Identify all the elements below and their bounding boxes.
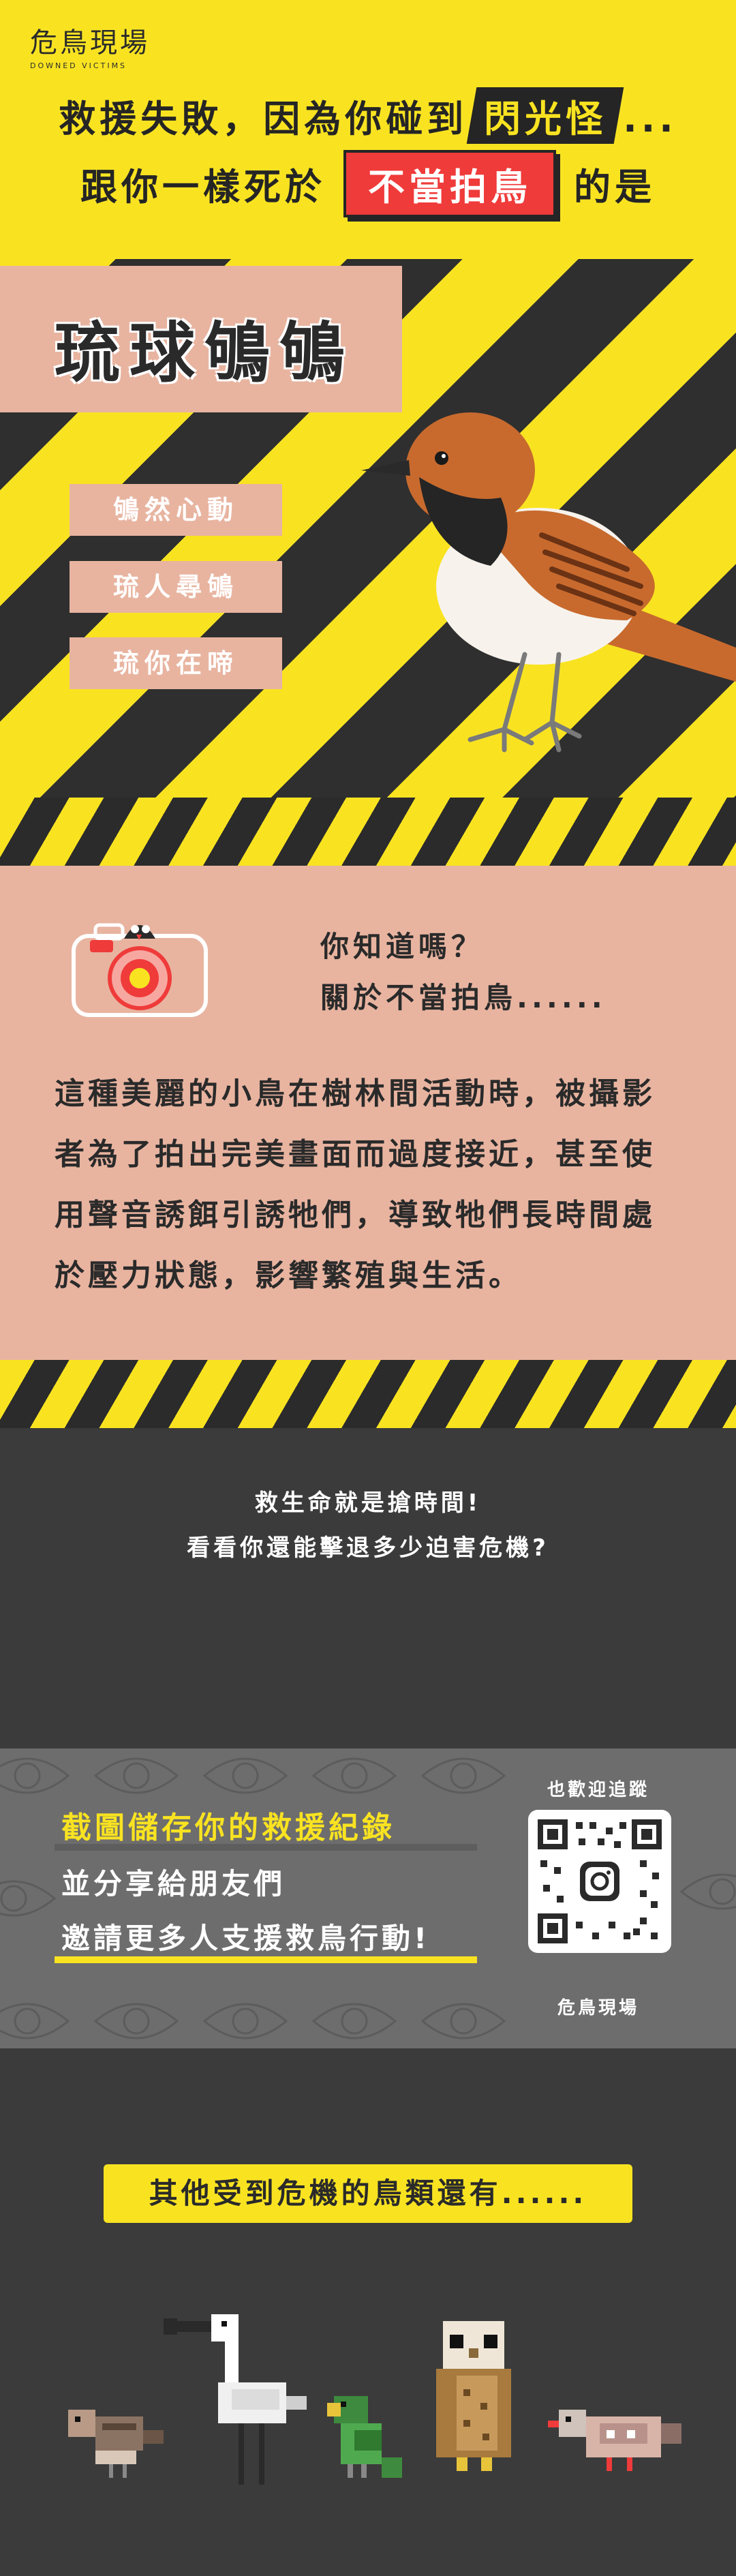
pixel-bird-barbet-icon <box>327 2396 402 2478</box>
headline-1-text: 救援失敗，因為你碰到 <box>59 97 468 140</box>
headline-2-end: 的是 <box>574 166 656 209</box>
share-line-save-record: 截圖儲存你的救援紀錄 <box>61 1810 395 1845</box>
rescue-section: 救生命就是搶時間! 看看你還能擊退多少迫害危機? 截圖儲存你的救援紀錄 並分享給… <box>0 1428 736 2576</box>
header-section: 危鳥現場 DOWNED VICTIMS 救援失敗，因為你碰到 閃光怪... 跟你一… <box>0 0 736 259</box>
info-body-paragraph: 這種美麗的小鳥在樹林間活動時，被攝影者為了拍出完美畫面而過度接近，甚至使用聲音誘… <box>55 1076 656 1293</box>
camera-icon <box>72 923 208 1017</box>
rescue-line-2: 看看你還能擊退多少迫害危機? <box>187 1534 549 1562</box>
logo-text: 危鳥現場 <box>30 27 150 59</box>
hazard-stripe-top <box>0 798 736 866</box>
other-birds-banner: 其他受到危機的鳥類還有...... <box>104 2164 632 2223</box>
follow-label: 也歡迎追蹤 <box>547 1780 649 1800</box>
share-underline-2 <box>55 1956 477 1963</box>
share-band: 截圖儲存你的救援紀錄 並分享給朋友們 邀請更多人支援救鳥行動! 也歡迎追蹤 <box>0 1748 736 2048</box>
did-you-know-heading: 你知道嗎？ <box>320 930 485 963</box>
headline-line-2: 跟你一樣死於 不當拍鳥 的是 <box>0 150 736 217</box>
headline-1-ellipsis: ... <box>623 97 677 140</box>
share-underline-1 <box>55 1844 477 1851</box>
flash-monster-tag: 閃光怪 <box>466 87 624 144</box>
hero-section: 琉球鴝鴝 鴝然心動 琉人尋鴝 琉你在啼 <box>0 259 736 798</box>
instagram-qr-code[interactable] <box>528 1810 671 1953</box>
pixel-bird-dove-icon <box>548 2410 681 2471</box>
qr-code-icon <box>538 1819 662 1943</box>
about-improper-photography-heading: 關於不當拍鳥...... <box>320 981 607 1014</box>
share-line-friends: 並分享給朋友們 <box>61 1867 286 1900</box>
pixel-bird-sparrow-icon <box>55 2410 164 2478</box>
eye-pattern-background <box>0 1757 736 2040</box>
pun-label-3: 琉你在啼 <box>70 637 282 689</box>
headline-2-text: 跟你一樣死於 <box>80 166 326 209</box>
pun-label-2: 琉人尋鴝 <box>70 561 282 613</box>
hazard-stripe-bottom <box>0 1360 736 1428</box>
pixel-bird-spoonbill-icon <box>164 2314 307 2485</box>
brand-logo[interactable]: 危鳥現場 DOWNED VICTIMS <box>30 20 150 70</box>
pun-label-1: 鴝然心動 <box>70 484 282 536</box>
improper-photography-tag: 不當拍鳥 <box>343 150 556 217</box>
headline-line-1: 救援失敗，因為你碰到 閃光怪... <box>0 87 736 144</box>
endangered-birds-row <box>55 2314 681 2485</box>
bird-name-title: 琉球鴝鴝 <box>55 315 354 391</box>
qr-brand-label: 危鳥現場 <box>557 1998 639 2018</box>
info-section: 你知道嗎？ 關於不當拍鳥...... 這種美麗的小鳥在樹林間活動時，被攝影者為了… <box>0 866 736 1360</box>
logo-subtitle: DOWNED VICTIMS <box>30 61 127 70</box>
bird-title-panel: 琉球鴝鴝 <box>0 266 402 412</box>
share-line-invite: 邀請更多人支援救鳥行動! <box>61 1922 431 1955</box>
rescue-line-1: 救生命就是搶時間! <box>254 1489 482 1517</box>
pixel-bird-owl-icon <box>436 2321 511 2471</box>
robin-bird-illustration <box>361 412 736 753</box>
